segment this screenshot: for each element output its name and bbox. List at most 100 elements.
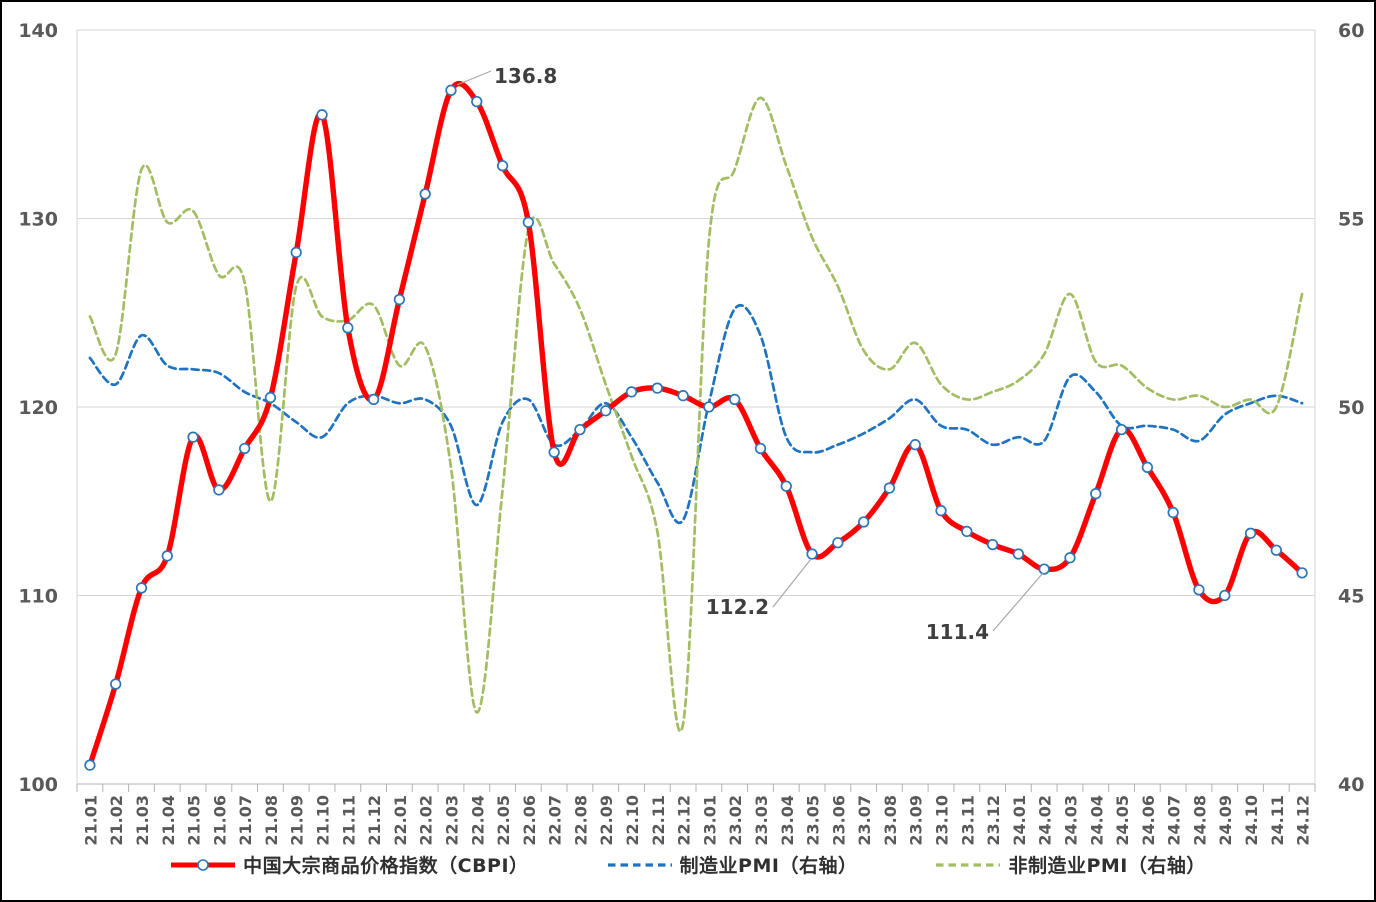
legend-label-cbpi: 中国大宗商品价格指数（CBPI）	[243, 855, 529, 877]
x-axis-label-24.12: 24.12	[1294, 795, 1313, 846]
data-point-marker-24.03	[1064, 552, 1076, 564]
data-point-marker-24.02	[1038, 563, 1050, 575]
x-axis-label-23.05: 23.05	[804, 795, 823, 846]
series-line-1	[88, 304, 1304, 525]
x-axis-label-22.07: 22.07	[546, 795, 565, 846]
x-axis-label-24.08: 24.08	[1190, 795, 1209, 846]
x-axis-label-21.05: 21.05	[185, 795, 204, 846]
data-point-marker-23.09	[909, 439, 921, 451]
data-point-marker-21.07	[238, 442, 251, 455]
data-point-marker-22.03	[445, 84, 457, 96]
data-point-marker-21.04	[161, 550, 173, 562]
data-point-marker-22.01	[393, 293, 406, 306]
series-line-2	[88, 96, 1304, 733]
data-point-marker-22.09	[600, 405, 612, 417]
x-axis-label-23.01: 23.01	[700, 795, 719, 846]
x-axis-label-24.03: 24.03	[1061, 795, 1080, 846]
x-axis-label-22.08: 22.08	[571, 795, 590, 846]
left-axis-label-100: 100	[18, 774, 58, 796]
x-axis-label-21.04: 21.04	[159, 795, 178, 846]
data-point-marker-22.05	[496, 160, 509, 172]
legend-sample-non-manufacturing-pmi-line	[936, 862, 1001, 867]
x-axis-label-21.06: 21.06	[210, 795, 229, 846]
x-axis-label-23.10: 23.10	[933, 795, 952, 846]
annotation-leader-23.05	[772, 558, 812, 608]
x-axis-label-24.06: 24.06	[1139, 795, 1158, 846]
data-point-marker-22.12	[677, 390, 689, 402]
data-point-marker-24.04	[1090, 488, 1102, 500]
annotation-leader-22.03	[456, 70, 492, 86]
data-point-marker-23.04	[780, 480, 792, 492]
x-axis-label-23.03: 23.03	[752, 795, 771, 846]
data-point-marker-23.05	[806, 548, 818, 560]
x-axis-label-24.09: 24.09	[1216, 795, 1235, 846]
x-axis-label-22.01: 22.01	[391, 795, 410, 846]
x-axis-label-21.10: 21.10	[314, 795, 333, 846]
line-chart-plot: 100 110 120 130 140 40 45 50 55 60 21.01 21.02 21.03…	[18, 20, 1364, 846]
data-point-marker-23.07	[857, 516, 870, 528]
data-point-marker-21.03	[135, 582, 148, 594]
data-point-marker-21.12	[367, 393, 380, 406]
data-point-marker-24.05	[1115, 423, 1128, 436]
x-axis-label-22.09: 22.09	[597, 795, 616, 846]
right-axis-label-55: 55	[1338, 209, 1364, 231]
data-point-marker-21.11	[342, 322, 354, 334]
data-point-marker-21.01	[84, 759, 96, 771]
x-axis-label-22.02: 22.02	[417, 795, 436, 846]
data-point-marker-22.11	[651, 382, 663, 394]
annotation-value-22.03: 136.8	[494, 64, 557, 88]
x-axis-label-23.04: 23.04	[778, 795, 797, 846]
data-point-marker-21.05	[187, 431, 199, 443]
x-axis-label-23.09: 23.09	[907, 795, 926, 846]
data-point-marker-22.10	[625, 386, 638, 398]
x-axis-label-22.10: 22.10	[623, 795, 642, 846]
data-point-marker-21.06	[213, 484, 225, 496]
data-point-marker-22.06	[522, 216, 535, 228]
data-point-marker-23.01	[703, 401, 715, 413]
x-axis-label-24.10: 24.10	[1242, 795, 1261, 846]
data-point-marker-24.08	[1193, 584, 1205, 596]
x-axis-label-21.11: 21.11	[339, 795, 358, 846]
data-point-marker-21.10	[316, 109, 328, 121]
data-point-marker-23.10	[935, 505, 947, 517]
x-axis-label-24.04: 24.04	[1087, 795, 1106, 846]
legend-item-manufacturing-pmi: 制造业PMI（右轴）	[607, 851, 858, 878]
legend-item-non-manufacturing-pmi: 非制造业PMI（右轴）	[935, 851, 1205, 878]
x-axis-label-23.12: 23.12	[984, 795, 1003, 846]
data-point-marker-23.08	[883, 482, 896, 494]
x-axis-label-23.11: 23.11	[958, 795, 977, 846]
x-axis-label-21.08: 21.08	[262, 795, 281, 846]
data-point-marker-24.10	[1244, 527, 1257, 539]
data-point-marker-22.02	[419, 188, 431, 200]
x-axis-label-23.02: 23.02	[726, 795, 745, 846]
chart-legend: 中国大宗商品价格指数（CBPI） 制造业PMI（右轴） 非制造业PMI（右轴）	[2, 851, 1374, 878]
data-point-marker-23.06	[832, 537, 844, 549]
x-axis-label-21.02: 21.02	[107, 795, 126, 846]
x-axis-label-23.07: 23.07	[855, 795, 874, 846]
data-point-marker-21.02	[110, 678, 122, 690]
data-point-marker-24.07	[1167, 506, 1179, 519]
left-axis-label-110: 110	[18, 586, 58, 608]
legend-label-non-manufacturing-pmi: 非制造业PMI（右轴）	[1008, 855, 1206, 877]
x-axis-label-22.11: 22.11	[649, 795, 668, 846]
x-axis-label-24.11: 24.11	[1268, 795, 1287, 846]
x-axis-label-22.05: 22.05	[494, 795, 513, 846]
x-axis-label-21.09: 21.09	[288, 795, 307, 846]
data-point-marker-22.04	[471, 95, 483, 108]
data-point-marker-24.12	[1296, 567, 1308, 579]
data-point-marker-21.08	[264, 391, 277, 404]
x-axis-label-22.03: 22.03	[442, 795, 461, 846]
x-axis-label-24.07: 24.07	[1165, 795, 1184, 846]
right-axis-label-40: 40	[1338, 774, 1364, 796]
x-axis-label-21.03: 21.03	[133, 795, 152, 846]
left-axis-label-140: 140	[18, 20, 58, 42]
x-axis-label-24.02: 24.02	[1036, 795, 1055, 846]
right-axis-label-45: 45	[1338, 586, 1364, 608]
x-axis-label-21.01: 21.01	[81, 795, 100, 846]
legend-item-cbpi: 中国大宗商品价格指数（CBPI）	[170, 851, 528, 878]
data-point-marker-24.06	[1141, 461, 1154, 473]
legend-label-manufacturing-pmi: 制造业PMI（右轴）	[679, 855, 858, 877]
data-point-marker-22.08	[574, 423, 586, 436]
data-point-marker-24.09	[1219, 589, 1231, 602]
